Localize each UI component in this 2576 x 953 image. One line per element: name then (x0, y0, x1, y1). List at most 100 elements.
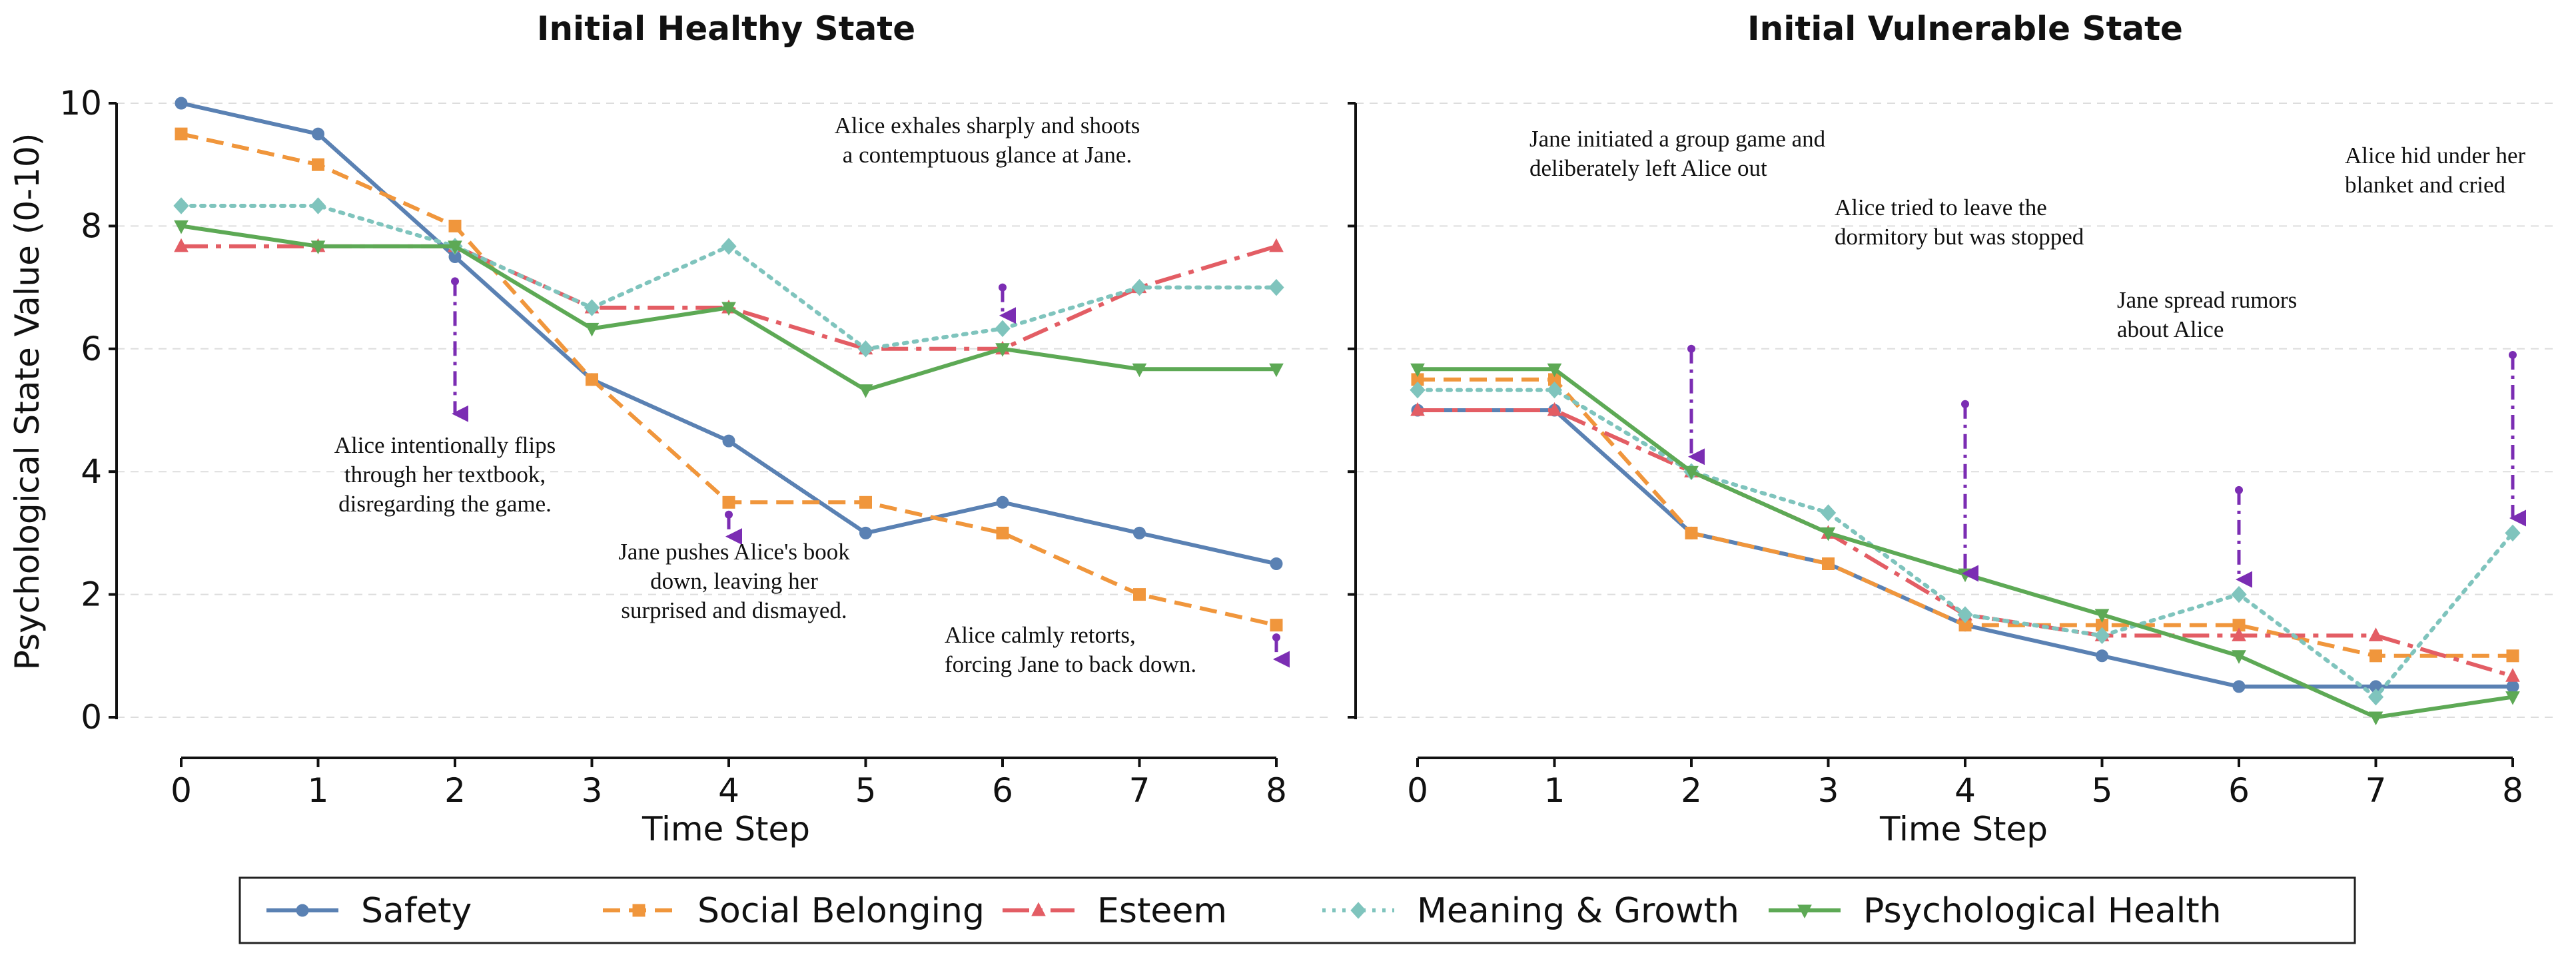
point-healthy-psychological-health-3 (584, 322, 600, 337)
point-healthy-safety-1 (312, 127, 324, 141)
legend-label-meaning-and-growth: Meaning & Growth (1417, 891, 1739, 931)
x-tick-label-healthy-5: 5 (855, 771, 877, 810)
point-vulnerable-social-belonging-3 (1822, 557, 1835, 570)
y-tick-label-10: 10 (59, 84, 102, 123)
event-text-line-healthy-4-2: surprised and dismayed. (621, 597, 847, 623)
x-tick-label-healthy-3: 3 (582, 771, 603, 810)
x-tick-label-vulnerable-2: 2 (1681, 771, 1702, 810)
point-healthy-psychological-health-4 (721, 302, 736, 316)
legend-label-social-belonging: Social Belonging (697, 891, 985, 931)
point-vulnerable-meaning-and-growth-7 (2367, 688, 2384, 706)
series-line-vulnerable-esteem (1418, 408, 2513, 679)
event-arrow-tail-healthy-8 (1272, 633, 1280, 642)
point-vulnerable-safety-5 (2096, 649, 2108, 663)
point-vulnerable-social-belonging-8 (2506, 649, 2519, 663)
x-tick-label-healthy-4: 4 (718, 771, 739, 810)
x-axis-label-vulnerable: Time Step (1879, 810, 2048, 848)
legend-marker-psychological-health (1797, 904, 1812, 919)
point-vulnerable-psychological-health-6 (2232, 650, 2246, 664)
event-arrow-tail-vulnerable-8 (2509, 351, 2517, 360)
x-tick-label-vulnerable-0: 0 (1407, 771, 1428, 810)
legend-label-psychological-health: Psychological Health (1863, 891, 2222, 931)
event-arrow-tail-vulnerable-6 (2235, 485, 2243, 494)
point-healthy-social-belonging-2 (448, 219, 462, 232)
event-text-vulnerable-4: Alice tried to leave the dormitory but wa… (1835, 194, 2084, 250)
point-healthy-meaning-and-growth-5 (857, 340, 874, 358)
legend-marker-social-belonging (632, 904, 645, 917)
event-arrow-tail-vulnerable-4 (1961, 400, 1969, 408)
point-vulnerable-psychological-health-7 (2368, 711, 2383, 726)
point-vulnerable-psychological-health-1 (1547, 363, 1562, 378)
x-tick-label-healthy-2: 2 (444, 771, 466, 810)
point-healthy-psychological-health-5 (858, 384, 873, 398)
legend-marker-meaning-and-growth (1350, 902, 1366, 919)
event-text-line-vulnerable-6-1: about Alice (2117, 316, 2224, 342)
point-vulnerable-esteem-6 (2232, 627, 2246, 641)
x-tick-label-healthy-6: 6 (992, 771, 1013, 810)
point-healthy-meaning-and-growth-1 (310, 197, 326, 214)
point-healthy-safety-0 (175, 97, 188, 110)
x-tick-label-vulnerable-4: 4 (1954, 771, 1976, 810)
panel-title-vulnerable: Initial Vulnerable State (1747, 9, 2183, 48)
point-vulnerable-safety-6 (2232, 680, 2246, 693)
point-healthy-meaning-and-growth-0 (173, 197, 189, 214)
event-text-line-healthy-8-1: forcing Jane to back down. (945, 651, 1196, 677)
point-healthy-safety-7 (1133, 526, 1146, 539)
legend-marker-esteem (1031, 902, 1046, 916)
x-tick-label-vulnerable-3: 3 (1818, 771, 1839, 810)
point-vulnerable-meaning-and-growth-8 (2505, 524, 2521, 542)
point-healthy-psychological-health-6 (995, 343, 1010, 357)
point-healthy-social-belonging-7 (1133, 588, 1146, 601)
y-tick-label-0: 0 (81, 698, 102, 737)
panel-title-healthy: Initial Healthy State (537, 9, 915, 48)
point-healthy-safety-4 (722, 434, 735, 448)
event-text-line-healthy-6-1: a contemptuous glance at Jane. (843, 142, 1132, 168)
event-text-line-vulnerable-8-0: Alice hid under her (2345, 143, 2525, 168)
y-tick-label-4: 4 (81, 452, 102, 491)
event-text-line-healthy-2-2: disregarding the game. (338, 491, 552, 517)
point-healthy-esteem-8 (1269, 238, 1284, 252)
event-text-line-vulnerable-2-1: deliberately left Alice out (1529, 155, 1767, 181)
panel-healthy: 0 2 4 6 8 10 0 1 2 3 4 5 6 7 8 Alice intentionally flip… (59, 84, 1332, 810)
point-vulnerable-meaning-and-growth-5 (2094, 627, 2110, 645)
event-text-line-healthy-8-0: Alice calmly retorts, (945, 622, 1136, 648)
legend-frame (238, 876, 2356, 944)
point-healthy-psychological-health-1 (310, 240, 326, 254)
point-vulnerable-social-belonging-2 (1685, 526, 1698, 539)
event-text-line-vulnerable-4-0: Alice tried to leave the (1835, 194, 2047, 220)
point-vulnerable-psychological-health-0 (1410, 363, 1425, 378)
point-healthy-psychological-health-7 (1132, 363, 1147, 378)
point-healthy-safety-5 (859, 526, 872, 539)
event-text-line-healthy-4-0: Jane pushes Alice's book (618, 539, 850, 565)
point-vulnerable-esteem-8 (2505, 668, 2520, 682)
x-tick-label-healthy-7: 7 (1129, 771, 1150, 810)
event-text-line-healthy-6-0: Alice exhales sharply and shoots (835, 113, 1140, 139)
x-axis-label-healthy: Time Step (642, 810, 810, 848)
legend-label-esteem: Esteem (1097, 891, 1227, 931)
point-healthy-psychological-health-8 (1269, 363, 1284, 378)
event-text-vulnerable-2: Jane initiated a group game and deliberat… (1529, 126, 1826, 181)
point-vulnerable-safety-8 (2506, 680, 2519, 693)
y-tick-label-8: 8 (81, 206, 102, 245)
point-vulnerable-meaning-and-growth-3 (1820, 504, 1837, 521)
point-healthy-esteem-0 (174, 238, 189, 252)
point-vulnerable-psychological-health-5 (2094, 609, 2110, 623)
x-tick-label-vulnerable-6: 6 (2228, 771, 2250, 810)
event-text-healthy-2: Alice intentionally flips through her tex… (334, 432, 556, 517)
point-healthy-social-belonging-5 (859, 495, 872, 509)
point-healthy-meaning-and-growth-4 (721, 238, 737, 255)
y-tick-label-6: 6 (81, 330, 102, 368)
x-tick-label-healthy-1: 1 (308, 771, 329, 810)
point-healthy-meaning-and-growth-3 (584, 299, 600, 316)
point-vulnerable-psychological-health-2 (1684, 466, 1699, 480)
point-vulnerable-psychological-health-8 (2505, 691, 2520, 705)
point-healthy-meaning-and-growth-6 (995, 320, 1011, 338)
x-tick-label-vulnerable-8: 8 (2502, 771, 2523, 810)
event-text-healthy-6: Alice exhales sharply and shoots a contem… (835, 113, 1140, 168)
series-line-vulnerable-safety (1418, 408, 2513, 689)
legend-label-safety: Safety (361, 891, 472, 931)
point-healthy-meaning-and-growth-7 (1131, 278, 1148, 296)
point-healthy-social-belonging-8 (1270, 619, 1283, 632)
point-vulnerable-esteem-7 (2368, 627, 2383, 641)
